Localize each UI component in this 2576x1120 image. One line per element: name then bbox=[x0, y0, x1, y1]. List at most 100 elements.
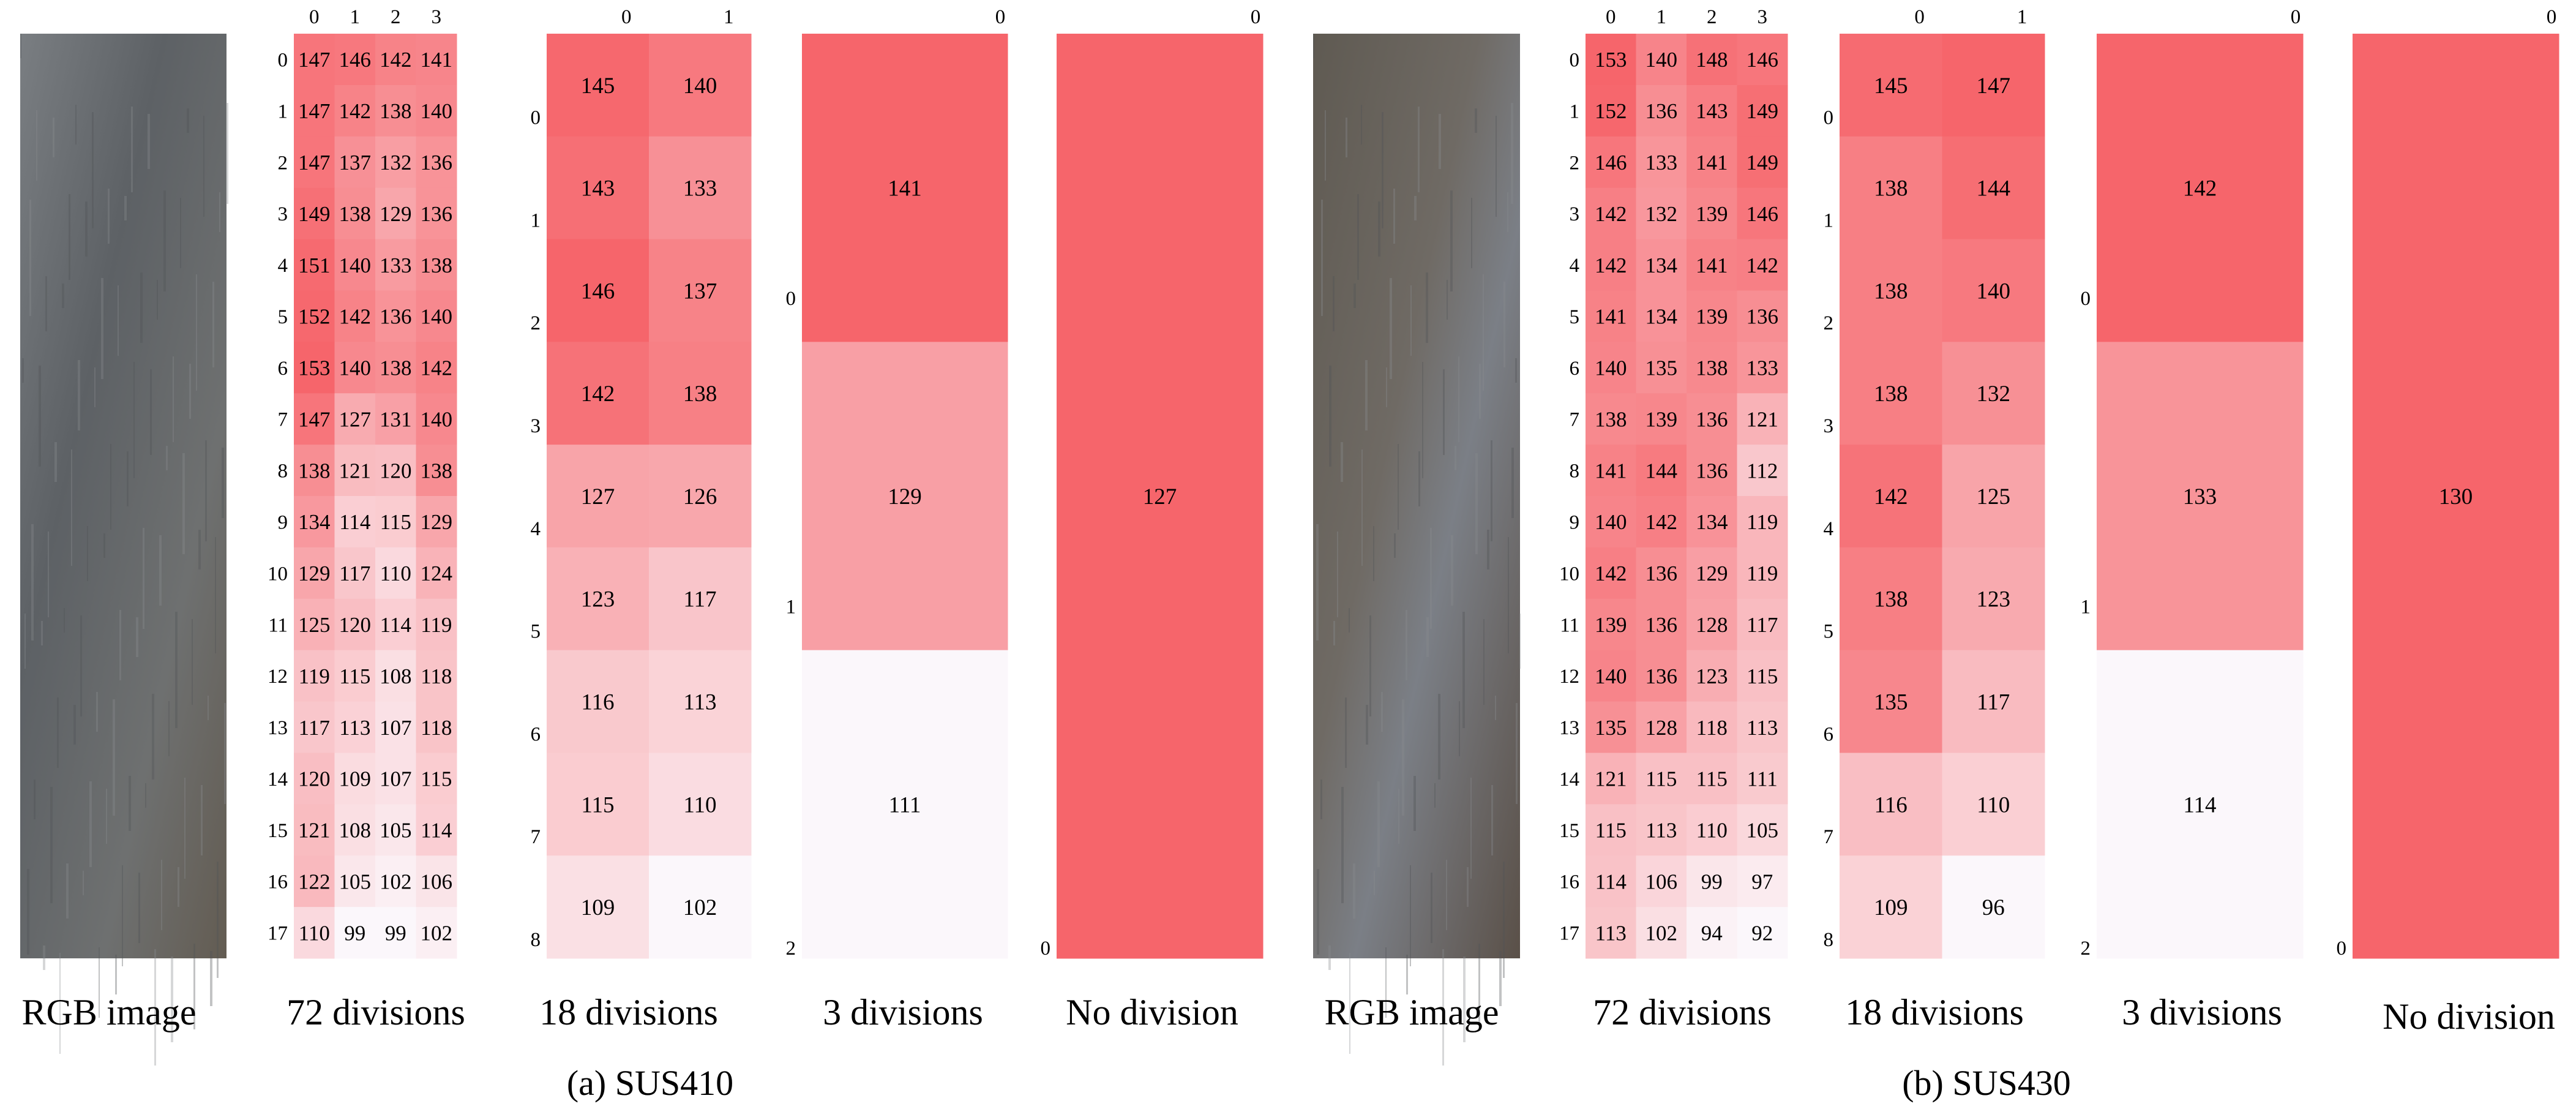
heatmap-cell bbox=[649, 855, 752, 959]
heatmap-cell bbox=[1942, 34, 2045, 137]
row-tick-label: 1 bbox=[1570, 100, 1580, 122]
cell-value-label: 153 bbox=[1595, 48, 1627, 72]
heatmap-cell bbox=[334, 701, 376, 753]
texture-streak bbox=[87, 526, 88, 581]
column-tick-label: 3 bbox=[432, 6, 442, 28]
texture-streak bbox=[1410, 865, 1411, 966]
cell-value-label: 121 bbox=[339, 459, 372, 483]
texture-streak bbox=[78, 360, 80, 430]
cell-value-label: 144 bbox=[1977, 176, 2011, 201]
texture-streak bbox=[154, 949, 156, 1066]
column-tick-label: 0 bbox=[2547, 6, 2557, 28]
cell-value-label: 116 bbox=[1874, 792, 1908, 817]
texture-streak bbox=[143, 528, 144, 629]
column-tick-label: 0 bbox=[1606, 6, 1616, 28]
cell-value-label: 94 bbox=[1701, 921, 1723, 945]
cell-value-label: 136 bbox=[1646, 664, 1678, 688]
heatmap-cell bbox=[1840, 445, 1942, 548]
cell-value-label: 114 bbox=[1595, 870, 1627, 893]
texture-streak bbox=[53, 118, 54, 157]
heatmap-cell bbox=[334, 547, 376, 599]
texture-streak bbox=[1442, 949, 1444, 1066]
texture-streak bbox=[1463, 957, 1466, 1042]
heatmap-cell bbox=[1840, 34, 1942, 137]
texture-streak bbox=[1325, 110, 1326, 181]
row-tick-label: 16 bbox=[268, 871, 288, 893]
heatmap-cell bbox=[1586, 34, 1636, 86]
texture-streak bbox=[1346, 118, 1347, 157]
cell-value-label: 117 bbox=[299, 716, 330, 740]
heatmap-cell bbox=[294, 136, 335, 189]
texture-streak bbox=[85, 201, 88, 257]
cell-value-label: 127 bbox=[1143, 484, 1177, 509]
cell-value-label: 141 bbox=[421, 48, 453, 72]
cell-value-label: 119 bbox=[421, 613, 452, 637]
heatmap-cell bbox=[1586, 445, 1636, 497]
cell-value-label: 136 bbox=[1696, 459, 1728, 483]
cell-value-label: 119 bbox=[1747, 510, 1778, 534]
row-tick-label: 2 bbox=[278, 152, 288, 174]
heatmap-cell bbox=[294, 85, 335, 137]
cell-value-label: 115 bbox=[1595, 819, 1627, 843]
row-tick-label: 9 bbox=[278, 511, 288, 533]
heatmap-cell bbox=[802, 650, 1008, 959]
cell-value-label: 134 bbox=[1696, 510, 1728, 534]
cell-value-label: 123 bbox=[1977, 587, 2011, 612]
row-tick-label: 0 bbox=[531, 107, 541, 129]
texture-streak bbox=[1462, 612, 1465, 728]
cell-value-label: 117 bbox=[683, 587, 716, 612]
row-tick-label: 17 bbox=[1559, 923, 1579, 945]
texture-streak bbox=[171, 957, 173, 1042]
cell-value-label: 123 bbox=[581, 587, 615, 612]
panel-label-sus410: (a) SUS410 bbox=[566, 1063, 734, 1103]
cell-value-label: 136 bbox=[1646, 613, 1678, 637]
caption-72-divisions-a: 72 divisions bbox=[286, 992, 465, 1032]
row-tick-label: 7 bbox=[531, 826, 541, 848]
column-tick-label: 2 bbox=[1707, 6, 1717, 28]
cell-value-label: 117 bbox=[339, 562, 370, 585]
texture-streak bbox=[1317, 869, 1319, 955]
cell-value-label: 108 bbox=[339, 819, 372, 843]
heatmap-cell bbox=[1942, 239, 2045, 342]
cell-value-label: 116 bbox=[581, 690, 614, 715]
texture-streak bbox=[1422, 362, 1423, 478]
cell-value-label: 134 bbox=[298, 510, 331, 534]
texture-streak bbox=[1483, 619, 1485, 705]
row-tick-label: 15 bbox=[268, 820, 288, 842]
texture-streak bbox=[124, 196, 127, 220]
heatmap-cell bbox=[649, 342, 752, 445]
texture-streak bbox=[34, 780, 36, 819]
cell-value-label: 129 bbox=[298, 562, 331, 585]
heatmap-cell bbox=[375, 547, 416, 599]
cell-value-label: 135 bbox=[1595, 716, 1627, 740]
heatmap-cell bbox=[1737, 342, 1788, 394]
heatmap-cell bbox=[1737, 547, 1788, 599]
column-tick-label: 0 bbox=[621, 6, 632, 28]
texture-streak bbox=[178, 867, 179, 907]
heatmap-cell bbox=[1737, 393, 1788, 445]
cell-value-label: 118 bbox=[1696, 716, 1728, 740]
texture-streak bbox=[201, 785, 203, 855]
heatmap-cell bbox=[1737, 855, 1788, 908]
cell-value-label: 115 bbox=[581, 792, 614, 817]
cell-value-label: 108 bbox=[380, 664, 412, 688]
texture-streak bbox=[1471, 198, 1472, 268]
heatmap-cell bbox=[1687, 187, 1737, 240]
cell-value-label: 140 bbox=[1595, 510, 1627, 534]
cell-value-label: 142 bbox=[1595, 254, 1627, 277]
texture-streak bbox=[103, 533, 105, 558]
texture-streak bbox=[1511, 448, 1514, 518]
texture-streak bbox=[1320, 780, 1322, 819]
cell-value-label: 137 bbox=[683, 279, 717, 304]
texture-streak bbox=[1519, 614, 1521, 669]
cell-value-label: 110 bbox=[683, 792, 716, 817]
texture-streak bbox=[1394, 533, 1396, 558]
heatmap-cell bbox=[416, 496, 457, 548]
texture-streak bbox=[129, 776, 131, 831]
heatmap-cell bbox=[2097, 650, 2304, 959]
heatmap-cell bbox=[1942, 547, 2045, 651]
cell-value-label: 113 bbox=[1595, 921, 1627, 945]
cell-value-label: 138 bbox=[380, 99, 412, 123]
texture-streak bbox=[152, 694, 154, 780]
